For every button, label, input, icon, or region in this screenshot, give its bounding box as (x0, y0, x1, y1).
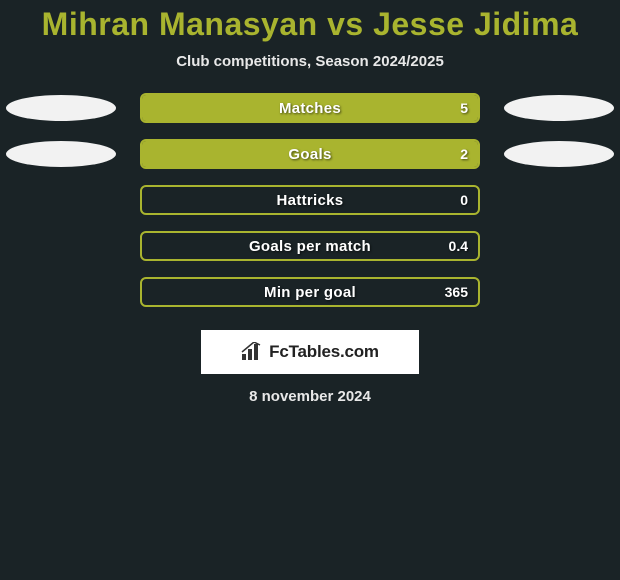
left-ellipse (6, 141, 116, 167)
right-ellipse (504, 95, 614, 121)
footer-logo: FcTables.com (201, 330, 419, 374)
stat-row: Matches5 (0, 92, 620, 124)
stat-bar: Min per goal365 (140, 277, 480, 307)
stat-row: Goals2 (0, 138, 620, 170)
bar-chart-icon (241, 342, 263, 362)
stat-bar: Matches5 (140, 93, 480, 123)
right-ellipse (504, 141, 614, 167)
stat-bar: Hattricks0 (140, 185, 480, 215)
stat-bar: Goals2 (140, 139, 480, 169)
stat-row: Min per goal365 (0, 276, 620, 308)
stat-value: 0.4 (449, 233, 468, 259)
left-ellipse (6, 95, 116, 121)
stat-label: Hattricks (142, 187, 478, 213)
stat-value: 2 (460, 141, 468, 167)
stat-rows: Matches5Goals2Hattricks0Goals per match0… (0, 92, 620, 308)
stat-row: Hattricks0 (0, 184, 620, 216)
date-label: 8 november 2024 (0, 388, 620, 405)
footer-brand: FcTables.com (269, 342, 379, 362)
stat-label: Goals per match (142, 233, 478, 259)
stat-value: 365 (445, 279, 468, 305)
stat-label: Goals (142, 141, 478, 167)
subtitle: Club competitions, Season 2024/2025 (0, 53, 620, 70)
stat-label: Min per goal (142, 279, 478, 305)
comparison-card: Mihran Manasyan vs Jesse Jidima Club com… (0, 0, 620, 405)
stat-value: 5 (460, 95, 468, 121)
stat-row: Goals per match0.4 (0, 230, 620, 262)
stat-value: 0 (460, 187, 468, 213)
stat-label: Matches (142, 95, 478, 121)
page-title: Mihran Manasyan vs Jesse Jidima (0, 6, 620, 43)
stat-bar: Goals per match0.4 (140, 231, 480, 261)
